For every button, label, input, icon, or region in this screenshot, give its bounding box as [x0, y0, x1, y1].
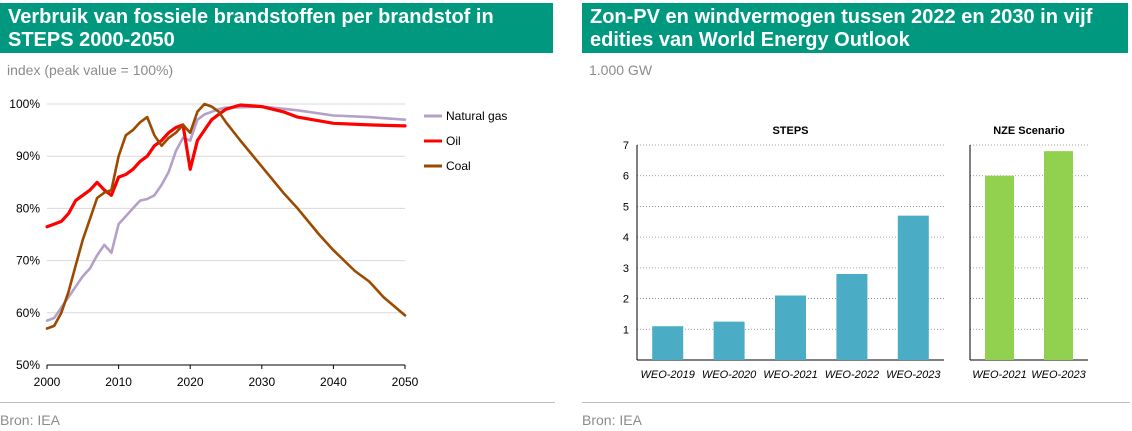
x-tick-label: 2040 — [320, 375, 347, 389]
y-tick-label: 100% — [9, 97, 40, 111]
bar — [897, 215, 929, 360]
x-category-label: WEO-2020 — [702, 369, 757, 381]
right-divider — [582, 402, 1130, 403]
left-chart-title: Verbruik van fossiele brandstoffen per b… — [0, 3, 553, 53]
y-tick-label: 3 — [623, 263, 629, 275]
left-divider — [0, 402, 555, 403]
x-tick-label: 2010 — [105, 375, 132, 389]
y-tick-label: 80% — [16, 201, 40, 215]
x-category-label: WEO-2019 — [640, 369, 694, 381]
right-panel: Zon-PV en windvermogen tussen 2022 en 20… — [582, 0, 1132, 431]
bar — [836, 274, 868, 360]
bar — [1044, 151, 1073, 360]
line-chart: 50% 60% 70% 80% 90% 100% 2000 2010 2020 2030 2040 2… — [9, 97, 507, 389]
y-tick-label: 5 — [623, 201, 629, 213]
y-tick-label: 1 — [623, 324, 629, 336]
x-category-label: WEO-2021 — [972, 369, 1026, 381]
y-tick-label: 90% — [16, 149, 40, 163]
series-line-coal — [45, 102, 407, 330]
y-tick-label: 60% — [16, 306, 40, 320]
left-panel: Verbruik van fossiele brandstoffen per b… — [0, 0, 558, 431]
y-tick-label: 7 — [623, 140, 629, 152]
y-tick-label: 4 — [623, 232, 629, 244]
x-category-label: WEO-2022 — [825, 369, 879, 381]
left-chart-subtitle: index (peak value = 100%) — [7, 62, 174, 78]
x-category-label: WEO-2023 — [1031, 369, 1086, 381]
x-category-label: WEO-2021 — [763, 369, 817, 381]
bar — [985, 175, 1014, 360]
bar — [652, 326, 684, 360]
x-tick-label: 2000 — [34, 375, 61, 389]
x-tick-label: 2050 — [392, 375, 419, 389]
bar-chart: 1 2 3 4 5 6 7 STEPS WEO-2019 WEO-2020 WEO-2021 WEO-… — [623, 125, 1088, 381]
y-tick-label: 70% — [16, 254, 40, 268]
x-tick-label: 2020 — [177, 375, 204, 389]
series-line-natural-gas — [45, 105, 407, 322]
x-category-label: WEO-2023 — [886, 369, 941, 381]
legend-label: Natural gas — [446, 109, 507, 123]
group-title: STEPS — [772, 125, 808, 137]
right-chart-subtitle: 1.000 GW — [589, 62, 653, 78]
y-tick-label: 2 — [623, 294, 629, 306]
legend-label: Oil — [446, 134, 461, 148]
left-source: Bron: IEA — [0, 412, 60, 428]
right-source: Bron: IEA — [582, 412, 642, 428]
y-tick-label: 50% — [16, 358, 40, 372]
legend-label: Coal — [446, 159, 471, 173]
series-line-oil — [45, 103, 407, 229]
right-chart-title: Zon-PV en windvermogen tussen 2022 en 20… — [582, 3, 1128, 53]
group-title: NZE Scenario — [993, 125, 1065, 137]
x-tick-label: 2030 — [248, 375, 275, 389]
bar — [713, 321, 745, 360]
y-tick-label: 6 — [623, 171, 629, 183]
bar — [775, 295, 806, 360]
